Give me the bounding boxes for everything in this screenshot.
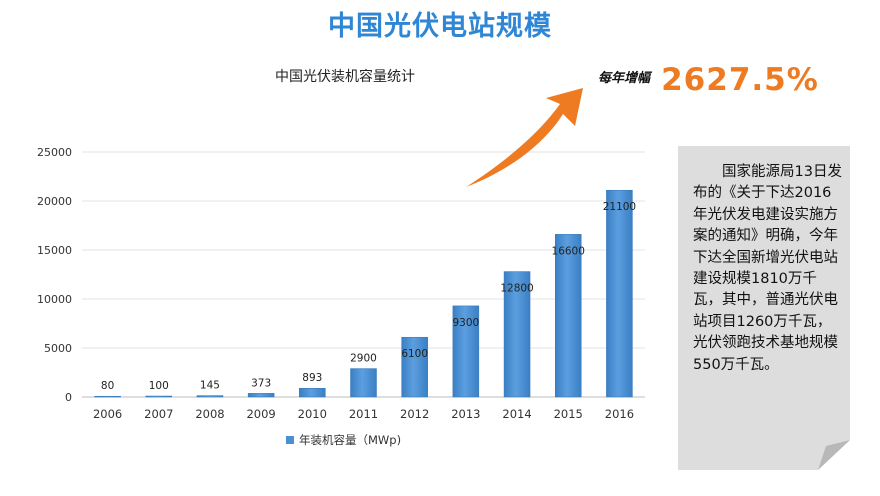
- x-tick-label: 2009: [246, 407, 275, 421]
- x-tick-label: 2012: [400, 407, 429, 421]
- y-tick-label: 5000: [44, 342, 72, 355]
- x-tick-label: 2006: [93, 407, 122, 421]
- y-tick-label: 10000: [37, 293, 72, 306]
- x-tick-label: 2014: [502, 407, 531, 421]
- legend: 年装机容量（MWp): [286, 433, 401, 447]
- x-tick-label: 2016: [605, 407, 634, 421]
- data-label: 21100: [603, 201, 636, 213]
- bar: [350, 368, 377, 398]
- data-label: 373: [251, 377, 271, 389]
- note-card-shape: [678, 146, 850, 470]
- bars: [94, 189, 633, 398]
- chart-title: 中国光伏装机容量统计: [275, 68, 415, 85]
- bar: [94, 395, 121, 398]
- data-label: 145: [200, 380, 220, 392]
- x-tick-label: 2010: [298, 407, 327, 421]
- data-label: 6100: [401, 348, 428, 360]
- legend-label: 年装机容量（MWp): [299, 433, 401, 447]
- growth-value: 2627.5%: [661, 62, 819, 98]
- growth-callout: 每年增幅 2627.5%: [598, 62, 819, 98]
- x-tick-label: 2011: [349, 407, 378, 421]
- data-label: 9300: [452, 317, 479, 329]
- y-tick-label: 20000: [37, 195, 72, 208]
- data-label: 100: [149, 380, 169, 392]
- x-tick-label: 2013: [451, 407, 480, 421]
- growth-label: 每年增幅: [598, 71, 651, 86]
- y-tick-label: 15000: [37, 244, 72, 257]
- data-label: 80: [101, 380, 114, 392]
- page-title: 中国光伏电站规模: [328, 11, 552, 42]
- data-label: 2900: [350, 353, 377, 365]
- bar: [247, 393, 275, 398]
- bar: [299, 387, 326, 398]
- bar: [554, 234, 582, 398]
- growth-arrow: [466, 88, 583, 187]
- bar: [401, 336, 428, 398]
- x-tick-label: 2008: [195, 407, 224, 421]
- data-label: 893: [302, 372, 322, 384]
- data-label: 12800: [500, 283, 533, 295]
- y-axis: 0 5000 10000 15000 20000 25000: [37, 146, 72, 404]
- x-tick-label: 2007: [144, 407, 173, 421]
- legend-swatch: [286, 436, 294, 444]
- y-tick-label: 25000: [37, 146, 72, 159]
- bar: [606, 189, 633, 398]
- y-tick-label: 0: [65, 391, 72, 404]
- data-labels: 80 100 145 373 893 2900 6100 9300 12800 16600 2110…: [101, 201, 636, 392]
- bar: [145, 395, 173, 398]
- x-axis: 2006 2007 2008 2009 2010 2011 2012 2013 2014 2015…: [93, 407, 634, 421]
- bar: [196, 395, 224, 398]
- note-card-curl: [818, 440, 850, 470]
- x-tick-label: 2015: [554, 407, 583, 421]
- bar: [503, 271, 531, 398]
- data-label: 16600: [552, 245, 585, 257]
- note-text: 国家能源局13日发布的《关于下达2016年光伏发电建设实施方案的通知》明确，今年…: [693, 164, 842, 373]
- bar: [452, 305, 480, 398]
